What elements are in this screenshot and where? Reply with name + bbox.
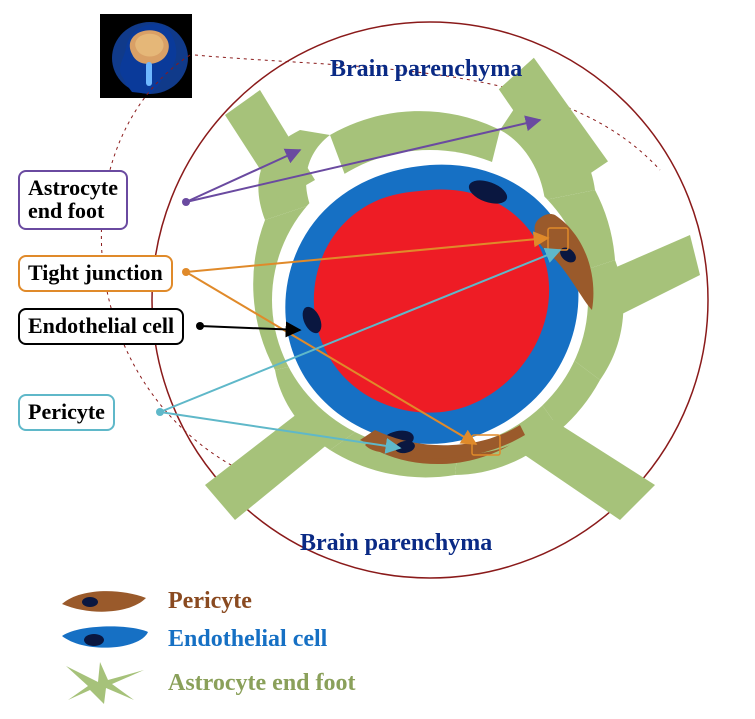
callout-box-endo: Endothelial cell (18, 308, 184, 345)
callout-box-astrocyte-line1: Astrocyte (28, 176, 118, 199)
callout-box-tight-line: Tight junction (28, 261, 163, 284)
legend-row-astrocyte: Astrocyte end foot (60, 660, 356, 706)
callout-box-tight: Tight junction (18, 255, 173, 292)
legend: Pericyte Endothelial cell Astrocyte end … (60, 580, 356, 710)
legend-label-astrocyte: Astrocyte end foot (168, 670, 356, 697)
callout-box-pericyte: Pericyte (18, 394, 115, 431)
legend-label-endothelial: Endothelial cell (168, 626, 327, 653)
legend-row-pericyte: Pericyte (60, 584, 356, 618)
callout-box-endo-line: Endothelial cell (28, 314, 174, 337)
heading-bottom: Brain parenchyma (300, 530, 492, 557)
legend-swatch-astrocyte (60, 660, 150, 706)
callout-box-astrocyte: Astrocyte end foot (18, 170, 128, 230)
callout-box-astrocyte-line2: end foot (28, 199, 118, 222)
legend-swatch-endothelial (60, 622, 150, 656)
callout-box-pericyte-line: Pericyte (28, 400, 105, 423)
heading-top: Brain parenchyma (330, 56, 522, 83)
legend-row-endothelial: Endothelial cell (60, 622, 356, 656)
legend-swatch-pericyte (60, 584, 150, 618)
legend-label-pericyte: Pericyte (168, 588, 252, 615)
